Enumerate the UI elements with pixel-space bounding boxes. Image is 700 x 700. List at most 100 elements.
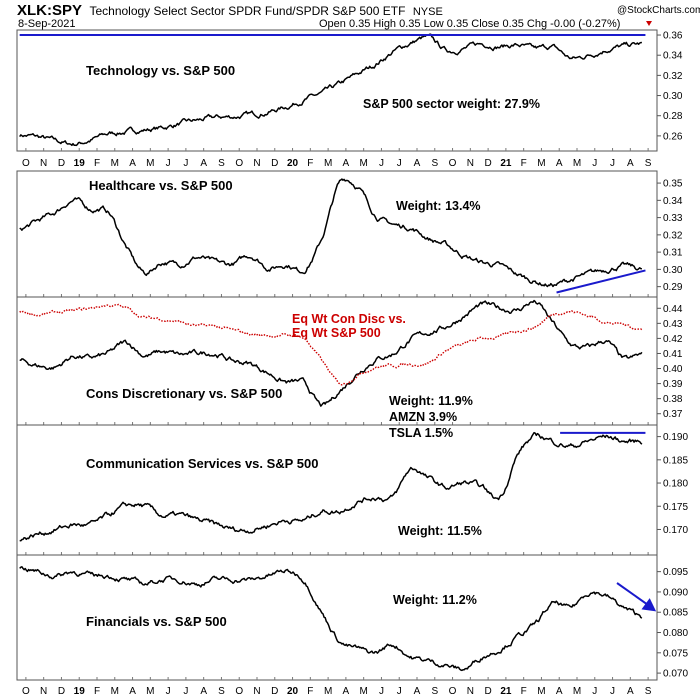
series-point	[606, 436, 607, 437]
arrow-head-icon	[641, 598, 657, 612]
series-point	[428, 37, 429, 38]
series-point	[481, 338, 482, 339]
panel-frame	[16, 554, 658, 681]
series-point	[126, 308, 127, 309]
series-point	[55, 140, 56, 141]
x-tick-label: A	[200, 686, 207, 697]
x-tick-label: F	[307, 158, 313, 169]
series-point	[535, 436, 536, 437]
series-point	[250, 529, 251, 530]
weight-annotation-line: AMZN 3.9%	[389, 410, 457, 424]
x-tick-label: N	[40, 686, 47, 697]
series-point	[268, 524, 269, 525]
series-point	[144, 354, 145, 355]
series-point	[286, 381, 287, 382]
overlay-label: Eq Wt Con Disc vs.	[292, 312, 406, 326]
series-point	[321, 238, 322, 239]
series-point	[606, 595, 607, 596]
series-point	[606, 269, 607, 270]
series-point	[108, 515, 109, 516]
series-point	[72, 356, 73, 357]
header-title: XLK:SPY Technology Select Sector SPDR Fu…	[17, 2, 443, 19]
series-point	[392, 365, 393, 366]
series-point	[72, 571, 73, 572]
x-tick-label: M	[573, 686, 581, 697]
panel-2: 0.35 0.34 0.33 0.32 0.31 0.30 0.29 Healthcare v…	[16, 170, 683, 298]
series-point	[446, 664, 447, 665]
y-tick-label: 0.35	[663, 179, 683, 190]
series-point	[55, 212, 56, 213]
series-point	[428, 238, 429, 239]
series-point	[90, 357, 91, 358]
series-point	[641, 441, 642, 442]
series-point	[72, 311, 73, 312]
series-point	[232, 360, 233, 361]
series-point	[232, 579, 233, 580]
series-point	[19, 360, 20, 361]
series-point	[410, 363, 411, 364]
series-point	[446, 245, 447, 246]
x-tick-label: N	[253, 158, 260, 169]
header-quote: Open 0.35 High 0.35 Low 0.35 Close 0.35 …	[319, 18, 620, 30]
x-tick-label: O	[449, 686, 457, 697]
x-tick-label: A	[627, 686, 634, 697]
series-point	[37, 220, 38, 221]
y-tick-label: 0.30	[663, 265, 683, 276]
series-point	[339, 640, 340, 641]
y-tick-label: 0.39	[663, 379, 683, 390]
y-tick-label: 0.185	[663, 455, 688, 466]
y-tick-label: 0.34	[663, 196, 683, 207]
series-point	[499, 308, 500, 309]
series-point	[606, 321, 607, 322]
y-tick-label: 0.44	[663, 304, 683, 315]
x-tick-label: A	[200, 158, 207, 169]
series-point	[215, 326, 216, 327]
series-point	[304, 269, 305, 270]
series-point	[197, 257, 198, 258]
series-point	[19, 134, 20, 135]
x-tick-label: M	[324, 686, 332, 697]
x-tick-label: O	[449, 158, 457, 169]
series-point	[268, 267, 269, 268]
series-point	[499, 496, 500, 497]
series-point	[55, 312, 56, 313]
y-tick-label: 0.34	[663, 51, 683, 62]
weight-annotation-line: TSLA 1.5%	[389, 426, 453, 440]
y-tick-label: 0.175	[663, 502, 688, 513]
header-symbol: XLK:SPY	[17, 2, 82, 19]
series-point	[499, 265, 500, 266]
series-point	[428, 332, 429, 333]
y-tick-label: 0.36	[663, 31, 683, 42]
x-tick-label: A	[343, 686, 350, 697]
series-point	[126, 506, 127, 507]
x-tick-label: O	[22, 158, 30, 169]
header-description: Technology Select Sector SPDR Fund/SPDR …	[89, 4, 405, 18]
panel-title: Communication Services vs. S&P 500	[86, 456, 318, 471]
series-point	[321, 612, 322, 613]
series-point	[55, 366, 56, 367]
series-point	[517, 274, 518, 275]
series-point	[588, 441, 589, 442]
series-point	[321, 93, 322, 94]
x-tick-label: A	[129, 158, 136, 169]
x-tick-label: M	[111, 158, 119, 169]
x-tick-label: F	[521, 686, 527, 697]
series-point	[410, 43, 411, 44]
series-point	[535, 624, 536, 625]
x-tick-label: S	[218, 686, 225, 697]
series-point	[268, 372, 269, 373]
overlay-label: Eq Wt S&P 500	[292, 326, 381, 340]
series-point	[517, 636, 518, 637]
series-line-1	[19, 299, 643, 407]
x-tick-label: D	[484, 686, 491, 697]
series-point	[37, 314, 38, 315]
series-point	[72, 200, 73, 201]
series-line-2	[19, 303, 643, 386]
series-point	[268, 111, 269, 112]
x-tick-label: 20	[287, 686, 299, 697]
series-point	[357, 372, 358, 373]
series-point	[72, 524, 73, 525]
weight-annotation: Weight: 13.4%	[396, 199, 481, 213]
